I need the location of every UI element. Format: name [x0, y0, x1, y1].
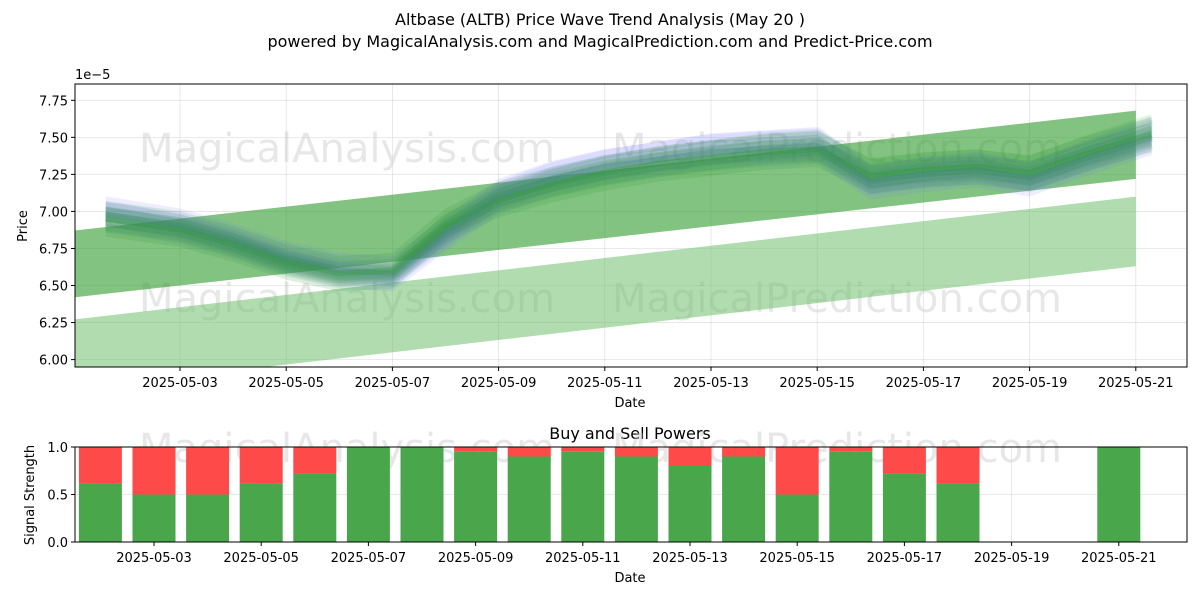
wave-ribbon: [105, 116, 1152, 292]
series-line: [105, 134, 1153, 277]
x-tick-label: 2025-05-13: [652, 551, 728, 566]
sell-bar: [78, 447, 122, 484]
wave-ribbon: [105, 129, 1152, 282]
wave-line: [105, 125, 1154, 279]
series-line: [105, 131, 1153, 277]
sell-bar: [132, 447, 176, 495]
y-tick-label: 7.00: [39, 205, 68, 220]
bar-area: [78, 447, 1141, 542]
x-tick-label: 2025-05-09: [461, 376, 537, 391]
x-tick-label: 2025-05-07: [355, 376, 431, 391]
buy-bar: [829, 451, 873, 542]
trend-band: [75, 196, 1136, 367]
x-tick-label: 2025-05-11: [545, 551, 621, 566]
buy-bar: [346, 447, 390, 542]
wave-ribbon: [105, 125, 1152, 286]
wave-ribbon: [105, 119, 1152, 292]
sell-bar: [775, 447, 819, 495]
buy-bar: [132, 494, 176, 542]
buy-bar: [293, 473, 337, 542]
buy-bar: [775, 494, 819, 542]
plot-area: [75, 110, 1154, 367]
sell-bar: [882, 447, 926, 474]
wave-line: [105, 138, 1153, 287]
sell-bar: [829, 447, 873, 452]
x-tick-label: 2025-05-19: [992, 376, 1068, 391]
x-tick-label: 2025-05-03: [142, 376, 218, 391]
sell-bar: [239, 447, 283, 484]
x-tick-label: 2025-05-17: [867, 551, 943, 566]
sell-bar: [614, 447, 658, 457]
buy-bar: [668, 466, 712, 542]
y-tick-label: 6.75: [39, 242, 68, 257]
y-tick-label: 6.50: [39, 280, 68, 295]
y-tick-label: 7.50: [39, 131, 68, 146]
wave-line: [105, 141, 1154, 287]
sell-bar: [186, 447, 230, 495]
y-tick-label: 7.25: [39, 168, 68, 183]
buy-bar: [454, 451, 498, 542]
buy-bar: [936, 483, 980, 542]
trend-band: [75, 110, 1136, 298]
sell-bar: [722, 447, 766, 457]
wave-line: [105, 133, 1154, 283]
y-tick-label: 0.0: [47, 536, 68, 551]
buy-bar: [614, 456, 658, 542]
buy-bar: [882, 473, 926, 542]
buy-bar: [1097, 447, 1141, 542]
buy-bar: [561, 451, 605, 542]
x-tick-label: 2025-05-07: [331, 551, 407, 566]
x-tick-label: 2025-05-15: [759, 551, 835, 566]
x-tick-label: 2025-05-05: [248, 376, 324, 391]
bar-chart-title: Buy and Sell Powers: [549, 424, 711, 443]
x-tick-label: 2025-05-21: [1081, 551, 1157, 566]
y-offset-label: 1e−5: [75, 68, 110, 83]
y-tick-label: 1.0: [47, 441, 68, 456]
sell-bar: [507, 447, 551, 457]
wave-line: [105, 117, 1154, 275]
x-axis-label: Date: [614, 396, 645, 411]
sell-bar: [293, 447, 337, 474]
y-tick-label: 7.75: [39, 94, 68, 109]
watermark-text: MagicalAnalysis.com: [139, 126, 555, 172]
sell-bar: [668, 447, 712, 466]
sell-bar: [561, 447, 605, 452]
y-tick-label: 6.00: [39, 354, 68, 369]
plot-frame: [74, 83, 1188, 368]
buy-bar: [78, 483, 122, 542]
wave-line: [105, 122, 1154, 279]
buy-bar: [239, 483, 283, 542]
wave-ribbon: [105, 122, 1152, 286]
wave-line: [105, 114, 1154, 275]
x-tick-label: 2025-05-15: [779, 376, 855, 391]
y-axis-label: Price: [16, 210, 31, 242]
sell-bar: [454, 447, 498, 452]
chart-subtitle: powered by MagicalAnalysis.com and Magic…: [267, 32, 932, 51]
buy-bar: [722, 456, 766, 542]
y-axis-label: Signal Strength: [23, 445, 38, 545]
buy-bar: [507, 456, 551, 542]
wave-line: [105, 130, 1154, 283]
buy-bar: [400, 447, 444, 542]
x-axis-label: Date: [614, 571, 645, 586]
x-tick-label: 2025-05-09: [438, 551, 514, 566]
x-tick-label: 2025-05-19: [974, 551, 1050, 566]
buy-bar: [186, 494, 230, 542]
sell-bar: [936, 447, 980, 484]
chart-title: Altbase (ALTB) Price Wave Trend Analysis…: [395, 10, 805, 29]
x-tick-label: 2025-05-17: [886, 376, 962, 391]
x-tick-label: 2025-05-13: [673, 376, 749, 391]
x-tick-label: 2025-05-05: [223, 551, 299, 566]
y-tick-label: 6.25: [39, 317, 68, 332]
y-tick-label: 0.5: [47, 489, 68, 504]
x-tick-label: 2025-05-03: [116, 551, 192, 566]
x-tick-label: 2025-05-11: [567, 376, 643, 391]
x-tick-label: 2025-05-21: [1098, 376, 1174, 391]
